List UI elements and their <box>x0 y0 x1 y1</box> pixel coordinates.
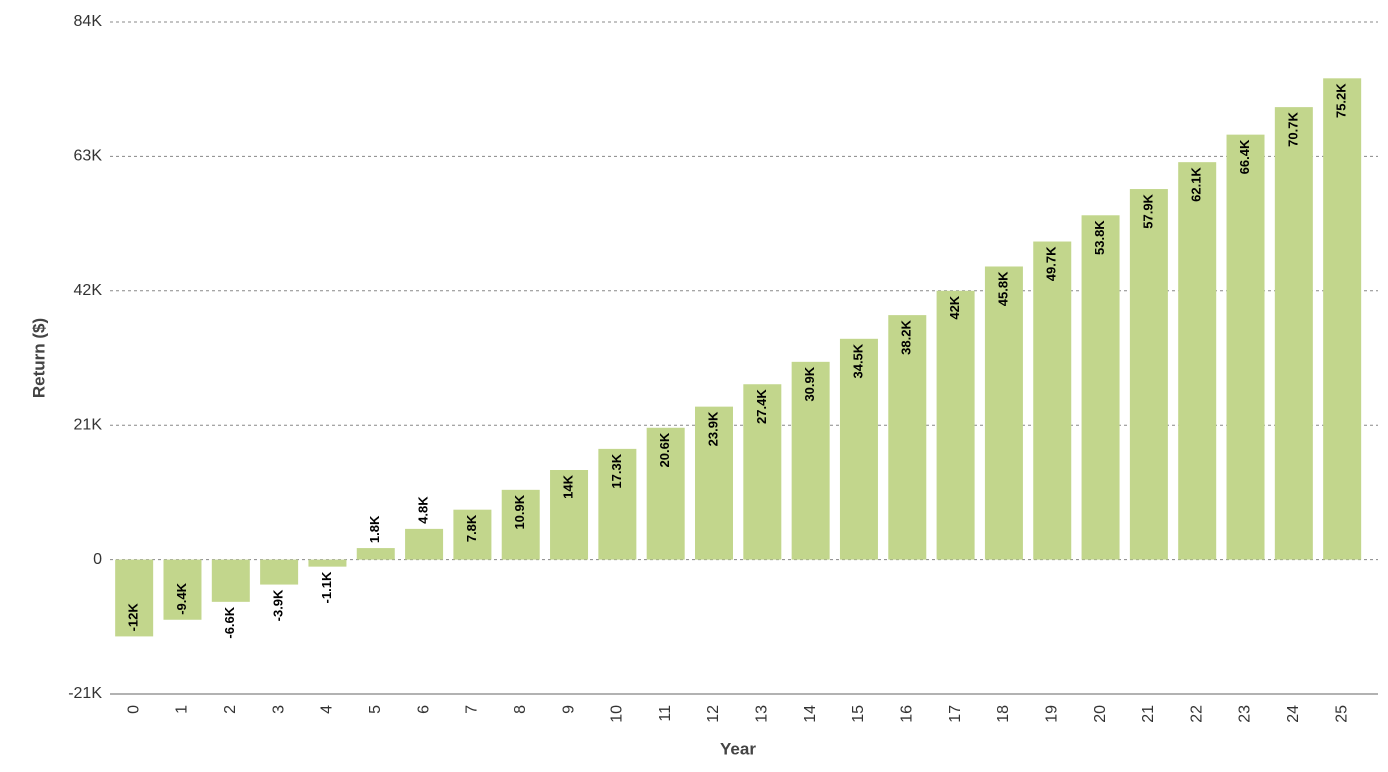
x-tick-label: 21 <box>1140 705 1157 723</box>
value-label: -1.1K <box>319 571 334 603</box>
bar <box>163 559 202 620</box>
bar <box>405 528 444 560</box>
bar <box>1323 78 1362 560</box>
y-axis-title: Return ($) <box>29 318 48 398</box>
bar <box>646 427 685 560</box>
bar <box>453 509 492 560</box>
value-label: 23.9K <box>705 411 720 446</box>
value-label: 14K <box>560 474 575 498</box>
x-tick-label: 5 <box>367 705 384 714</box>
value-label: 45.8K <box>995 271 1010 306</box>
x-tick-label: 25 <box>1333 705 1350 723</box>
bar <box>695 406 733 560</box>
bar <box>936 290 975 560</box>
value-label: 20.6K <box>657 432 672 467</box>
value-label: -6.6K <box>222 606 237 638</box>
value-label: 70.7K <box>1285 112 1300 147</box>
value-label: -12K <box>126 603 141 632</box>
value-label: 38.2K <box>899 320 914 355</box>
y-tick-label: -21K <box>68 685 102 702</box>
x-tick-label: 4 <box>319 705 336 714</box>
bar <box>1226 134 1265 560</box>
value-label: 1.8K <box>367 515 382 543</box>
y-tick-label: 84K <box>74 13 103 30</box>
y-tick-label: 21K <box>74 416 103 433</box>
y-tick-label: 0 <box>93 551 102 568</box>
bar <box>356 548 395 560</box>
bar <box>888 315 927 560</box>
x-tick-label: 6 <box>415 705 432 714</box>
x-tick-label: 23 <box>1237 705 1254 723</box>
bar <box>1274 107 1313 560</box>
x-tick-label: 24 <box>1285 705 1302 723</box>
x-tick-label: 20 <box>1092 705 1109 723</box>
bar <box>1081 215 1120 560</box>
value-label: 34.5K <box>850 343 865 378</box>
x-tick-label: 9 <box>560 705 577 714</box>
bar <box>211 559 250 602</box>
bar <box>501 489 540 560</box>
x-tick-label: 16 <box>898 705 915 723</box>
value-label: 42K <box>947 295 962 319</box>
value-label: 66.4K <box>1237 139 1252 174</box>
x-tick-label: 10 <box>609 705 626 723</box>
x-tick-label: 17 <box>947 705 964 723</box>
x-axis-title: Year <box>720 739 756 758</box>
value-label: 30.9K <box>802 366 817 401</box>
x-tick-label: 11 <box>657 705 674 722</box>
x-tick-label: 3 <box>270 705 287 714</box>
value-label: 49.7K <box>1044 246 1059 281</box>
value-label: 17.3K <box>609 453 624 488</box>
x-tick-label: 2 <box>222 705 239 714</box>
x-tick-label: 13 <box>754 705 771 723</box>
x-tick-label: 22 <box>1188 705 1205 723</box>
bar <box>1129 189 1168 560</box>
bar <box>260 559 299 585</box>
bar <box>1033 241 1072 560</box>
bar <box>839 338 878 560</box>
value-label: 27.4K <box>754 389 769 424</box>
x-tick-label: 0 <box>125 705 142 714</box>
value-label: 75.2K <box>1334 83 1349 118</box>
x-tick-label: 15 <box>850 705 867 723</box>
bar <box>308 559 347 567</box>
bar <box>984 266 1023 560</box>
value-label: 4.8K <box>416 496 431 524</box>
bar <box>598 448 637 560</box>
x-tick-label: 12 <box>705 705 722 723</box>
bar <box>1178 162 1217 560</box>
bar <box>743 384 782 560</box>
value-label: 7.8K <box>464 514 479 542</box>
value-label: 62.1K <box>1189 167 1204 202</box>
bar <box>115 559 154 637</box>
x-tick-label: 14 <box>802 705 819 723</box>
x-tick-label: 8 <box>512 705 529 714</box>
x-tick-label: 18 <box>995 705 1012 723</box>
bar <box>791 361 830 560</box>
value-label: -3.9K <box>271 589 286 621</box>
value-label: 10.9K <box>512 494 527 529</box>
x-tick-label: 19 <box>1043 705 1060 723</box>
value-label: 57.9K <box>1140 193 1155 228</box>
y-tick-label: 42K <box>74 282 103 299</box>
bar <box>550 470 589 560</box>
y-tick-label: 63K <box>74 148 103 165</box>
x-tick-label: 1 <box>174 705 191 714</box>
value-label: 53.8K <box>1092 220 1107 255</box>
value-label: -9.4K <box>174 582 189 614</box>
x-tick-label: 7 <box>464 705 481 714</box>
